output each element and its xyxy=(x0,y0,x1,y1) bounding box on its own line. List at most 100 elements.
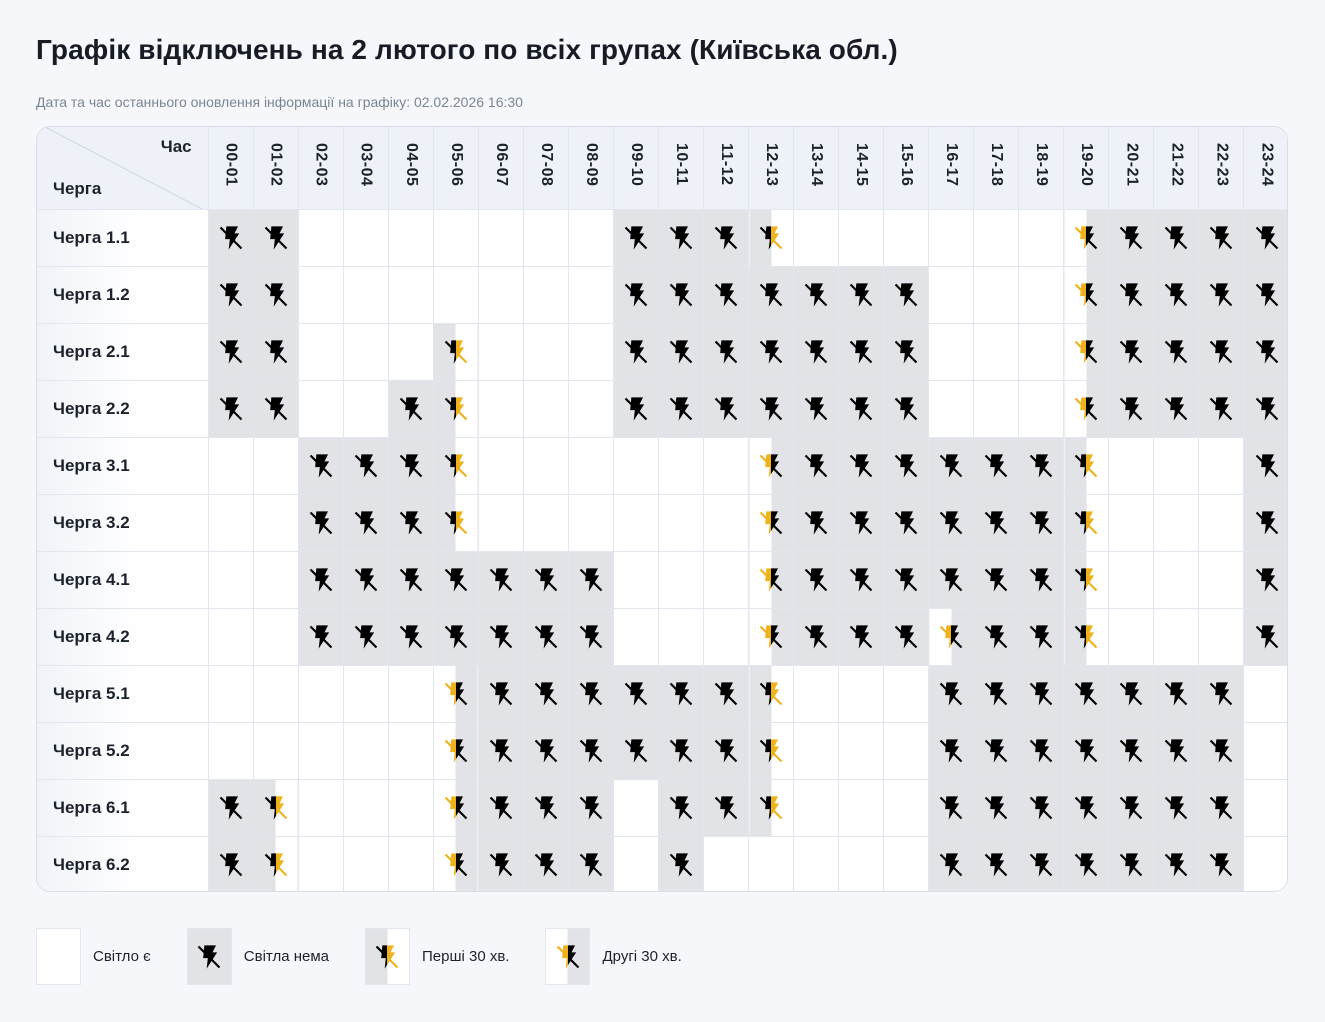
bolt-slash-icon xyxy=(309,510,332,535)
bolt-slash-icon xyxy=(714,282,738,307)
outage-schedule-table-container: Час Черга 00-01 01-02 02-03 03-04 04-05 05-06… xyxy=(36,126,1288,892)
hour-column-header: 14-15 xyxy=(838,127,885,210)
bolt-slash-icon xyxy=(984,453,1008,478)
schedule-cell-on xyxy=(1018,208,1065,267)
schedule-cell-on xyxy=(207,436,254,495)
bolt-slash-icon xyxy=(804,510,828,535)
bolt-slash-icon xyxy=(1074,567,1098,592)
schedule-cell-off xyxy=(883,379,930,438)
schedule-cell-second xyxy=(747,493,795,552)
schedule-cell-on xyxy=(702,493,750,552)
schedule-cell-off xyxy=(657,208,704,267)
schedule-cell-off xyxy=(387,379,434,438)
hour-label: 19-20 xyxy=(1078,143,1096,187)
schedule-cell-on xyxy=(567,493,614,552)
schedule-cell-off xyxy=(1198,208,1245,267)
bolt-slash-icon xyxy=(264,282,287,307)
schedule-cell-off xyxy=(1153,265,1200,324)
bolt-slash-icon xyxy=(714,396,738,421)
schedule-cell-off xyxy=(387,493,434,552)
hour-label: 07-08 xyxy=(537,143,555,187)
schedule-cell-off xyxy=(1243,493,1287,552)
schedule-cell-first xyxy=(1063,607,1110,666)
bolt-slash-icon xyxy=(444,681,468,706)
bolt-slash-icon xyxy=(804,396,828,421)
bolt-slash-icon xyxy=(399,567,423,592)
schedule-cell-on xyxy=(342,721,389,780)
schedule-cell-off xyxy=(612,721,659,780)
schedule-cell-on xyxy=(342,208,389,267)
schedule-cell-on xyxy=(342,835,389,891)
schedule-cell-on xyxy=(1198,607,1245,666)
schedule-cell-off xyxy=(297,493,344,552)
bolt-slash-icon xyxy=(1210,795,1233,820)
schedule-cell-off xyxy=(1018,778,1065,837)
bolt-slash-icon xyxy=(669,339,693,364)
bolt-slash-icon xyxy=(264,225,287,250)
schedule-cell-second xyxy=(432,835,479,891)
bolt-slash-icon xyxy=(444,567,468,592)
schedule-cell-on xyxy=(522,265,569,324)
schedule-cell-off xyxy=(207,778,254,837)
schedule-cell-on xyxy=(657,436,704,495)
bolt-slash-icon xyxy=(849,453,873,478)
bolt-slash-icon xyxy=(714,225,738,250)
bolt-slash-icon xyxy=(669,795,693,820)
schedule-cell-off xyxy=(1153,835,1200,891)
schedule-cell-off xyxy=(1108,208,1155,267)
schedule-cell-off xyxy=(207,265,254,324)
bolt-slash-icon xyxy=(669,225,693,250)
bolt-slash-icon xyxy=(1165,853,1188,877)
bolt-slash-icon xyxy=(1210,225,1233,250)
schedule-cell-off xyxy=(928,664,975,723)
schedule-cell-off xyxy=(1153,379,1200,438)
schedule-cell-on xyxy=(793,835,840,891)
schedule-cell-on xyxy=(252,721,299,780)
schedule-cell-on xyxy=(522,493,569,552)
schedule-cell-second xyxy=(1063,322,1110,381)
schedule-cell-on xyxy=(793,208,840,267)
hour-axis-label: Час xyxy=(160,137,192,156)
bolt-slash-icon xyxy=(1210,738,1233,763)
schedule-cell-off xyxy=(387,550,434,609)
schedule-cell-on xyxy=(432,208,479,267)
schedule-cell-off xyxy=(838,379,885,438)
bolt-slash-icon xyxy=(1255,624,1278,649)
bolt-slash-icon xyxy=(759,624,783,649)
queue-name: Черга 1.1 xyxy=(37,208,209,267)
bolt-slash-icon xyxy=(984,681,1008,706)
hour-label: 00-01 xyxy=(222,143,240,187)
schedule-cell-second xyxy=(747,436,795,495)
bolt-slash-icon xyxy=(1255,453,1278,478)
schedule-cell-off xyxy=(387,607,434,666)
schedule-cell-on xyxy=(297,265,344,324)
bolt-slash-icon xyxy=(579,567,603,592)
hour-column-header: 11-12 xyxy=(702,127,750,210)
bolt-slash-icon xyxy=(534,567,558,592)
bolt-slash-icon xyxy=(534,795,558,820)
schedule-cell-on xyxy=(657,550,704,609)
schedule-cell-on xyxy=(1243,778,1287,837)
schedule-cell-first xyxy=(432,379,479,438)
schedule-cell-on xyxy=(387,208,434,267)
schedule-cell-first xyxy=(747,664,795,723)
hour-column-header: 00-01 xyxy=(207,127,254,210)
schedule-cell-first xyxy=(747,778,795,837)
bolt-slash-icon xyxy=(984,624,1008,649)
hour-label: 17-18 xyxy=(988,143,1006,187)
schedule-cell-off xyxy=(747,322,795,381)
schedule-cell-on xyxy=(612,835,659,891)
schedule-cell-second xyxy=(432,721,479,780)
schedule-cell-off xyxy=(1243,265,1287,324)
bolt-slash-icon xyxy=(714,339,738,364)
hour-label: 13-14 xyxy=(808,143,826,187)
bolt-slash-icon xyxy=(624,339,648,364)
bolt-slash-icon xyxy=(939,510,963,535)
schedule-cell-on xyxy=(838,208,885,267)
schedule-cell-on xyxy=(477,322,524,381)
queue-name: Черга 2.2 xyxy=(37,379,209,438)
schedule-cell-on xyxy=(252,664,299,723)
schedule-cell-on xyxy=(342,322,389,381)
schedule-cell-off xyxy=(1018,664,1065,723)
bolt-slash-icon xyxy=(219,396,242,421)
